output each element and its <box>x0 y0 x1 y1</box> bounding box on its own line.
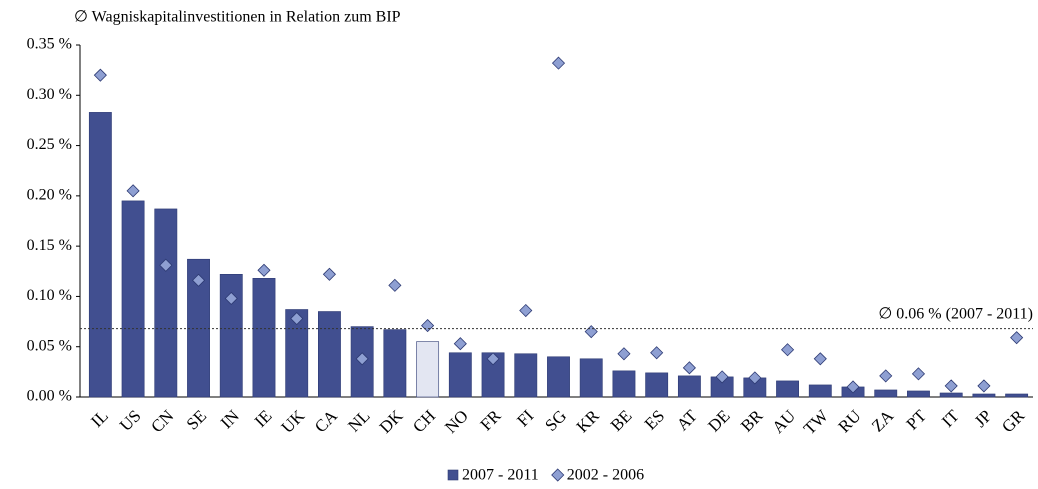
legend-label: 2002 - 2006 <box>567 467 644 484</box>
legend-swatch <box>447 469 459 481</box>
bar <box>907 390 930 398</box>
marker <box>257 263 271 277</box>
bar <box>972 393 996 398</box>
marker <box>421 319 435 333</box>
x-tick-label: BE <box>607 406 636 435</box>
x-tick-label: RU <box>834 406 864 436</box>
x-tick-label: DK <box>376 406 407 437</box>
x-tick-label: DE <box>704 406 733 435</box>
x-tick-label: IT <box>938 406 963 431</box>
marker <box>519 303 533 318</box>
bar <box>1005 393 1029 398</box>
x-tick-label: TW <box>800 405 833 438</box>
y-tick-label: 0.25 % <box>27 136 72 153</box>
bar <box>939 392 963 398</box>
bar <box>285 309 309 398</box>
marker <box>322 267 336 281</box>
reference-label: ∅ 0.06 % (2007 - 2011) <box>878 305 1033 322</box>
x-tick-label: IN <box>217 406 243 432</box>
x-tick-label: SE <box>183 406 210 433</box>
marker <box>290 311 304 326</box>
x-tick-label: FR <box>477 406 506 435</box>
marker <box>486 352 500 366</box>
marker <box>977 379 991 393</box>
chart-title: ∅ Wagniskapitalinvestitionen in Relation… <box>74 9 401 26</box>
bar <box>776 380 799 398</box>
bar <box>219 274 243 398</box>
bar <box>252 278 276 398</box>
x-tick-label: JP <box>971 406 996 431</box>
marker <box>355 352 369 366</box>
bar <box>677 375 701 398</box>
marker <box>911 367 926 381</box>
bar <box>416 341 440 398</box>
bar <box>547 356 570 398</box>
marker <box>388 278 402 292</box>
marker <box>781 343 795 357</box>
marker <box>584 325 598 339</box>
x-tick-label: GR <box>998 406 1029 437</box>
bar <box>514 353 538 398</box>
marker <box>617 347 631 361</box>
y-tick-label: 0.10 % <box>27 287 72 304</box>
y-tick-label: 0.20 % <box>27 187 72 204</box>
x-tick-label: SG <box>541 406 570 435</box>
bar <box>88 112 112 398</box>
y-tick-label: 0.35 % <box>27 36 72 53</box>
legend-swatch <box>551 468 565 482</box>
marker <box>159 258 173 272</box>
bar <box>383 329 407 398</box>
x-tick-label: CA <box>311 406 342 437</box>
x-tick-label: ES <box>641 406 668 433</box>
x-tick-label: US <box>116 406 145 435</box>
marker <box>191 273 206 287</box>
x-tick-label: AT <box>673 406 702 435</box>
y-tick-label: 0.30 % <box>27 86 72 103</box>
bar <box>808 384 832 398</box>
x-tick-label: KR <box>573 406 604 437</box>
marker <box>453 337 467 351</box>
bar <box>645 372 669 398</box>
legend-label: 2007 - 2011 <box>462 467 539 484</box>
marker <box>748 371 762 385</box>
x-tick-label: CH <box>409 406 439 436</box>
marker <box>715 370 729 384</box>
marker <box>944 379 958 393</box>
x-tick-label: CN <box>147 406 177 436</box>
marker <box>650 346 664 360</box>
x-tick-label: ZA <box>868 406 898 436</box>
bar <box>874 389 898 398</box>
y-tick-label: 0.05 % <box>27 337 72 354</box>
x-tick-label: UK <box>277 406 308 437</box>
bar <box>612 370 636 398</box>
bar <box>318 311 341 398</box>
marker <box>846 380 860 394</box>
x-tick-label: NO <box>441 406 472 437</box>
marker <box>551 56 566 70</box>
marker <box>813 352 827 366</box>
bar <box>121 200 145 398</box>
y-tick-label: 0.00 % <box>27 388 72 405</box>
y-tick-label: 0.15 % <box>27 237 72 254</box>
x-tick-label: BR <box>737 406 767 436</box>
bar <box>448 352 472 398</box>
x-tick-label: PT <box>903 406 931 434</box>
marker <box>682 361 696 375</box>
marker <box>879 369 893 383</box>
marker <box>93 68 107 82</box>
bar <box>187 258 210 398</box>
marker <box>1010 331 1024 345</box>
x-tick-label: IL <box>87 406 112 431</box>
bar <box>154 208 178 398</box>
bar <box>579 358 603 398</box>
x-tick-label: AU <box>768 406 799 437</box>
marker <box>126 184 140 198</box>
marker <box>224 291 238 306</box>
x-tick-label: NL <box>344 406 373 435</box>
x-tick-label: IE <box>251 406 276 431</box>
x-tick-label: FI <box>513 406 537 430</box>
